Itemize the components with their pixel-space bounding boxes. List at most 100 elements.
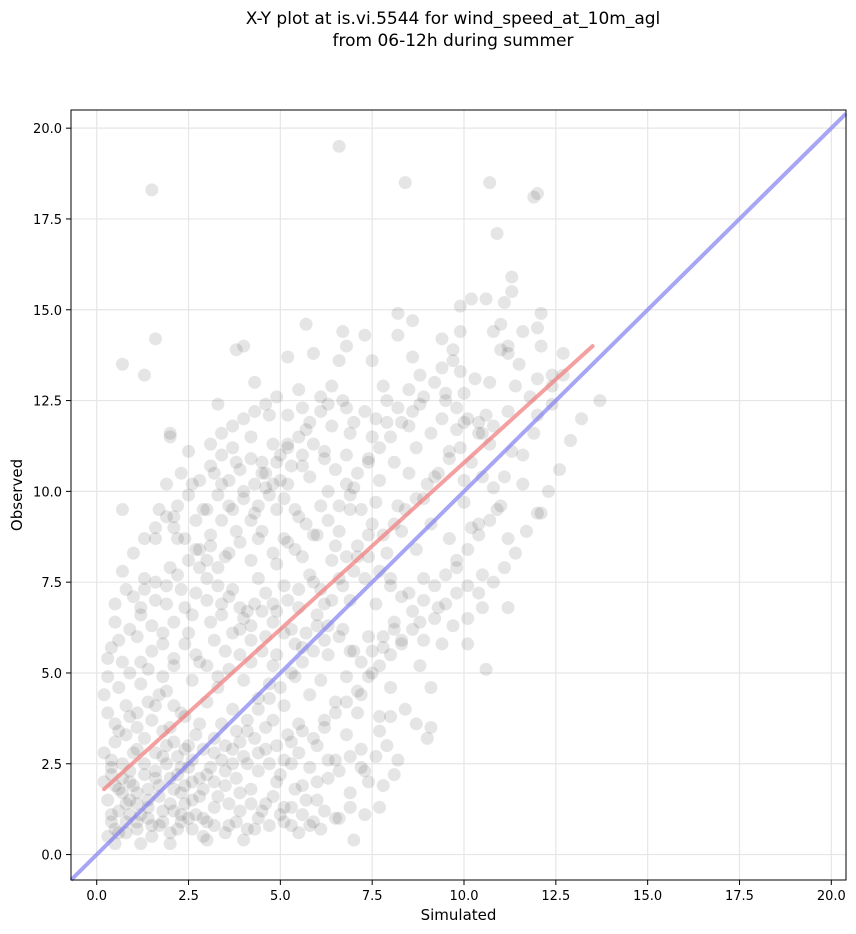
- data-point: [104, 753, 118, 767]
- data-point: [413, 368, 427, 382]
- x-tick-label: 15.0: [633, 889, 662, 904]
- data-point: [409, 542, 423, 556]
- data-point: [288, 503, 302, 517]
- data-point: [251, 499, 265, 513]
- data-point: [134, 808, 148, 822]
- y-axis-label: Observed: [8, 459, 26, 531]
- data-point: [472, 517, 486, 531]
- data-point: [141, 793, 155, 807]
- data-point: [251, 572, 265, 586]
- data-point: [159, 739, 173, 753]
- data-point: [233, 786, 247, 800]
- data-point: [156, 637, 170, 651]
- data-point: [365, 644, 379, 658]
- data-point: [457, 495, 471, 509]
- data-point: [204, 459, 218, 473]
- chart-title-line1: X-Y plot at is.vi.5544 for wind_speed_at…: [245, 9, 661, 29]
- data-point: [112, 804, 126, 818]
- data-point: [461, 412, 475, 426]
- data-point: [123, 793, 137, 807]
- data-point: [284, 735, 298, 749]
- y-tick-label: 20.0: [33, 122, 62, 137]
- data-point: [530, 321, 544, 335]
- data-point: [365, 430, 379, 444]
- data-point: [464, 292, 478, 306]
- x-tick-label: 17.5: [725, 889, 754, 904]
- data-point: [185, 673, 199, 687]
- data-point: [450, 423, 464, 437]
- data-point: [343, 750, 357, 764]
- data-point: [141, 800, 155, 814]
- data-point: [163, 426, 177, 440]
- data-point: [266, 789, 280, 803]
- data-point: [207, 800, 221, 814]
- data-point: [303, 819, 317, 833]
- data-point: [409, 717, 423, 731]
- reference-lines: [69, 112, 848, 882]
- data-point: [251, 746, 265, 760]
- data-point: [182, 488, 196, 502]
- data-point: [167, 521, 181, 535]
- data-point: [303, 415, 317, 429]
- data-point: [347, 415, 361, 429]
- data-point: [145, 829, 159, 843]
- data-point: [321, 397, 335, 411]
- data-point: [229, 343, 243, 357]
- data-point: [108, 615, 122, 629]
- data-point: [148, 771, 162, 785]
- data-point: [215, 448, 229, 462]
- data-point: [402, 466, 416, 480]
- data-point: [218, 550, 232, 564]
- data-point: [350, 684, 364, 698]
- data-point: [277, 815, 291, 829]
- data-point: [137, 757, 151, 771]
- data-point: [185, 793, 199, 807]
- data-point: [439, 597, 453, 611]
- data-point: [193, 771, 207, 785]
- data-point: [505, 270, 519, 284]
- data-point: [251, 764, 265, 778]
- data-point: [545, 379, 559, 393]
- data-point: [207, 775, 221, 789]
- data-point: [281, 477, 295, 491]
- data-point: [259, 797, 273, 811]
- data-point: [450, 586, 464, 600]
- data-point: [310, 739, 324, 753]
- data-point: [420, 477, 434, 491]
- data-point: [384, 681, 398, 694]
- data-point: [156, 804, 170, 818]
- data-point: [200, 553, 214, 567]
- data-point: [384, 710, 398, 724]
- data-point: [406, 314, 420, 328]
- data-point: [248, 597, 262, 611]
- data-point: [130, 797, 144, 811]
- data-point: [218, 644, 232, 658]
- data-point: [277, 699, 291, 713]
- data-point: [417, 572, 431, 586]
- data-point: [148, 699, 162, 713]
- data-point: [108, 717, 122, 731]
- data-point: [295, 401, 309, 415]
- data-point: [115, 357, 129, 371]
- data-point: [317, 713, 331, 727]
- y-axis: 0.0 2.5 5.0 7.5 10.0 12.5 15.0 17.5 20.0: [33, 122, 71, 864]
- data-point: [380, 739, 394, 753]
- data-point: [226, 582, 240, 596]
- scatter-points: [97, 139, 607, 851]
- data-point: [248, 822, 262, 836]
- data-point: [134, 608, 148, 622]
- data-point: [167, 510, 181, 524]
- data-point: [152, 789, 166, 803]
- regression-line: [102, 344, 595, 792]
- data-point: [358, 808, 372, 822]
- data-point: [362, 670, 376, 684]
- data-point: [189, 648, 203, 662]
- data-point: [420, 731, 434, 745]
- data-point: [332, 811, 346, 825]
- data-point: [255, 604, 269, 618]
- data-point: [215, 753, 229, 767]
- data-point: [317, 633, 331, 647]
- y-tick-label: 12.5: [33, 395, 62, 410]
- data-point: [406, 350, 420, 364]
